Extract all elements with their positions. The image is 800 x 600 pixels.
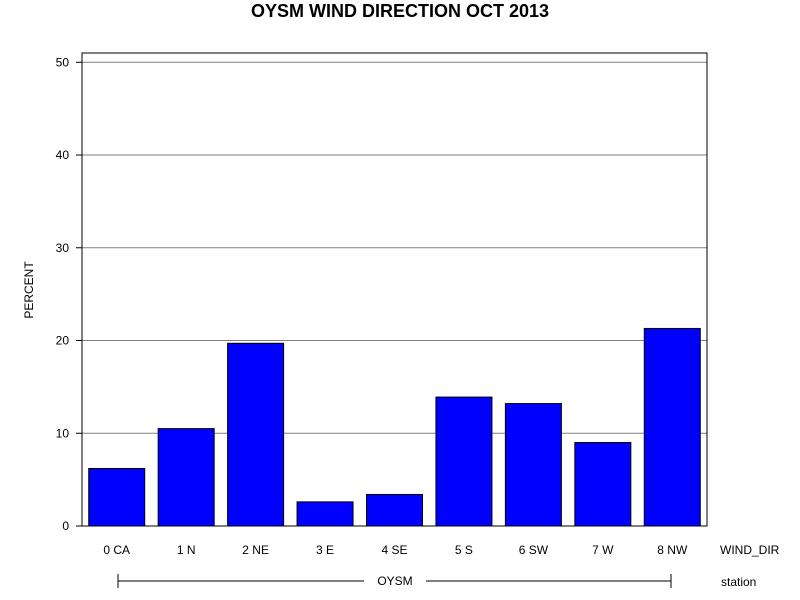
bar: [435, 396, 493, 527]
y-tick-label: 40: [56, 148, 70, 162]
group-axis-label: station: [721, 575, 756, 589]
gridlines: [82, 61, 707, 434]
chart-title: OYSM WIND DIRECTION OCT 2013: [251, 1, 549, 21]
bar: [88, 467, 146, 527]
bars: [88, 327, 701, 527]
bar: [157, 428, 215, 527]
x-tick-label: 0 CA: [103, 543, 130, 557]
x-tick-label: 2 NE: [242, 543, 269, 557]
y-tick-label: 30: [56, 241, 70, 255]
bar: [504, 403, 562, 527]
bar: [227, 342, 285, 527]
x-tick-label: 6 SW: [519, 543, 549, 557]
x-tick-label: 7 W: [592, 543, 614, 557]
bar: [296, 501, 354, 527]
group-value-label: OYSM: [377, 574, 412, 588]
x-tick-label: 8 NW: [657, 543, 688, 557]
y-tick-label: 50: [56, 55, 70, 69]
plot-frame: [81, 52, 708, 527]
y-tick-label: 0: [62, 519, 69, 533]
x-tick-label: 5 S: [455, 543, 473, 557]
x-tick-label: 3 E: [316, 543, 334, 557]
y-axis-ticks: 0 10 20 30 40 50: [56, 55, 82, 533]
bar: [366, 493, 423, 527]
bar: [574, 442, 632, 527]
x-tick-label: 4 SE: [381, 543, 407, 557]
x-axis-ticks: 0 CA 1 N 2 NE 3 E 4 SE 5 S 6 SW 7 W 8 NW: [103, 543, 688, 557]
y-tick-label: 20: [56, 334, 70, 348]
y-axis-label: PERCENT: [22, 261, 36, 319]
x-tick-label: 1 N: [177, 543, 196, 557]
y-tick-label: 10: [56, 426, 70, 440]
x-axis-label: WIND_DIR: [720, 543, 780, 557]
bar: [643, 327, 701, 527]
